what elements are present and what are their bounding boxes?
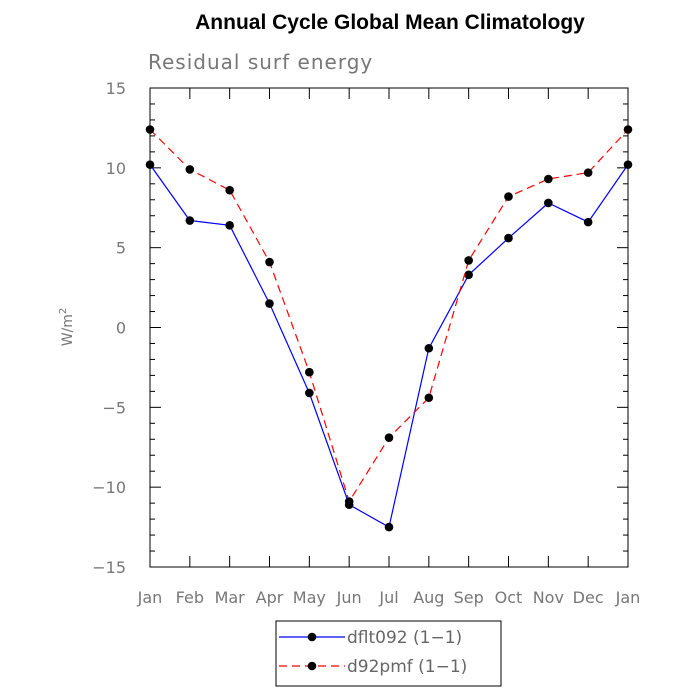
y-tick-label: −15	[92, 558, 126, 577]
x-tick-label: Feb	[176, 588, 204, 607]
series-1-point	[424, 393, 434, 403]
x-tick-label: Mar	[215, 588, 246, 607]
y-axis: 15 10 5 0 −5 −10 −15	[92, 79, 628, 577]
series-1-point	[225, 185, 234, 195]
x-tick-label: May	[293, 588, 326, 607]
x-tick-label: Oct	[495, 588, 523, 607]
series-0-point	[583, 217, 593, 227]
series-0-point	[623, 160, 633, 169]
series-0-point	[544, 198, 553, 208]
x-axis: Jan Feb Mar Apr May Jun Jul Aug Sep Oct Nov Dec Jan	[137, 88, 641, 607]
series-0-point	[504, 233, 513, 243]
legend-box	[275, 620, 502, 687]
series-1-point	[384, 433, 394, 442]
series-1-point	[464, 256, 473, 265]
series-1-point	[583, 168, 593, 177]
legend: dflt092 (1−1) d92pmf (1−1)	[275, 620, 502, 687]
series-line-1	[149, 129, 629, 503]
x-tick-label: Nov	[533, 588, 564, 607]
x-tick-label: Jan	[615, 588, 641, 607]
series-0-point	[225, 221, 234, 230]
series-1-point	[145, 125, 155, 134]
series-1-point	[544, 174, 553, 184]
x-tick-label: Jul	[378, 588, 398, 607]
series-0-point	[145, 160, 155, 169]
series-0-point	[305, 388, 314, 398]
y-axis-label-superscript: 2	[58, 308, 69, 314]
series-0-point	[464, 270, 473, 280]
legend-label-dflt092: dflt092 (1−1)	[347, 628, 462, 648]
series-0-point	[424, 343, 434, 353]
series-1-point	[623, 125, 633, 134]
series-1-point	[504, 192, 513, 201]
x-tick-label: Sep	[454, 588, 484, 607]
y-tick-label: 0	[116, 319, 126, 338]
x-tick-label: Jun	[336, 588, 362, 607]
y-tick-label: −5	[102, 398, 126, 417]
y-tick-label: 15	[106, 79, 126, 98]
plot-frame	[149, 87, 629, 568]
chart-subtitle: Residual surf energy	[148, 50, 373, 74]
legend-marker-dflt092	[307, 632, 317, 642]
x-tick-label: Aug	[413, 588, 444, 607]
legend-marker-d92pmf	[307, 661, 317, 671]
series-0-point	[185, 216, 195, 225]
series-1-point	[185, 165, 195, 174]
y-axis-label-text: W/m	[60, 314, 76, 346]
y-tick-label: 10	[106, 159, 126, 178]
series-1-point	[344, 497, 354, 506]
y-tick-label: 5	[116, 239, 126, 258]
chart-title: Annual Cycle Global Mean Climatology	[195, 11, 585, 34]
x-tick-label: Apr	[256, 588, 284, 607]
y-axis-label: W/m2	[58, 308, 76, 347]
series-1-point	[305, 367, 314, 377]
legend-label-d92pmf: d92pmf (1−1)	[347, 657, 467, 677]
series-0-point	[384, 522, 394, 532]
x-tick-label: Dec	[573, 588, 604, 607]
x-tick-label: Jan	[137, 588, 163, 607]
series-1-point	[265, 257, 274, 267]
series-0-point	[265, 299, 274, 308]
y-tick-label: −10	[92, 478, 126, 497]
series-line-0	[149, 164, 629, 529]
series-layer	[145, 125, 633, 532]
